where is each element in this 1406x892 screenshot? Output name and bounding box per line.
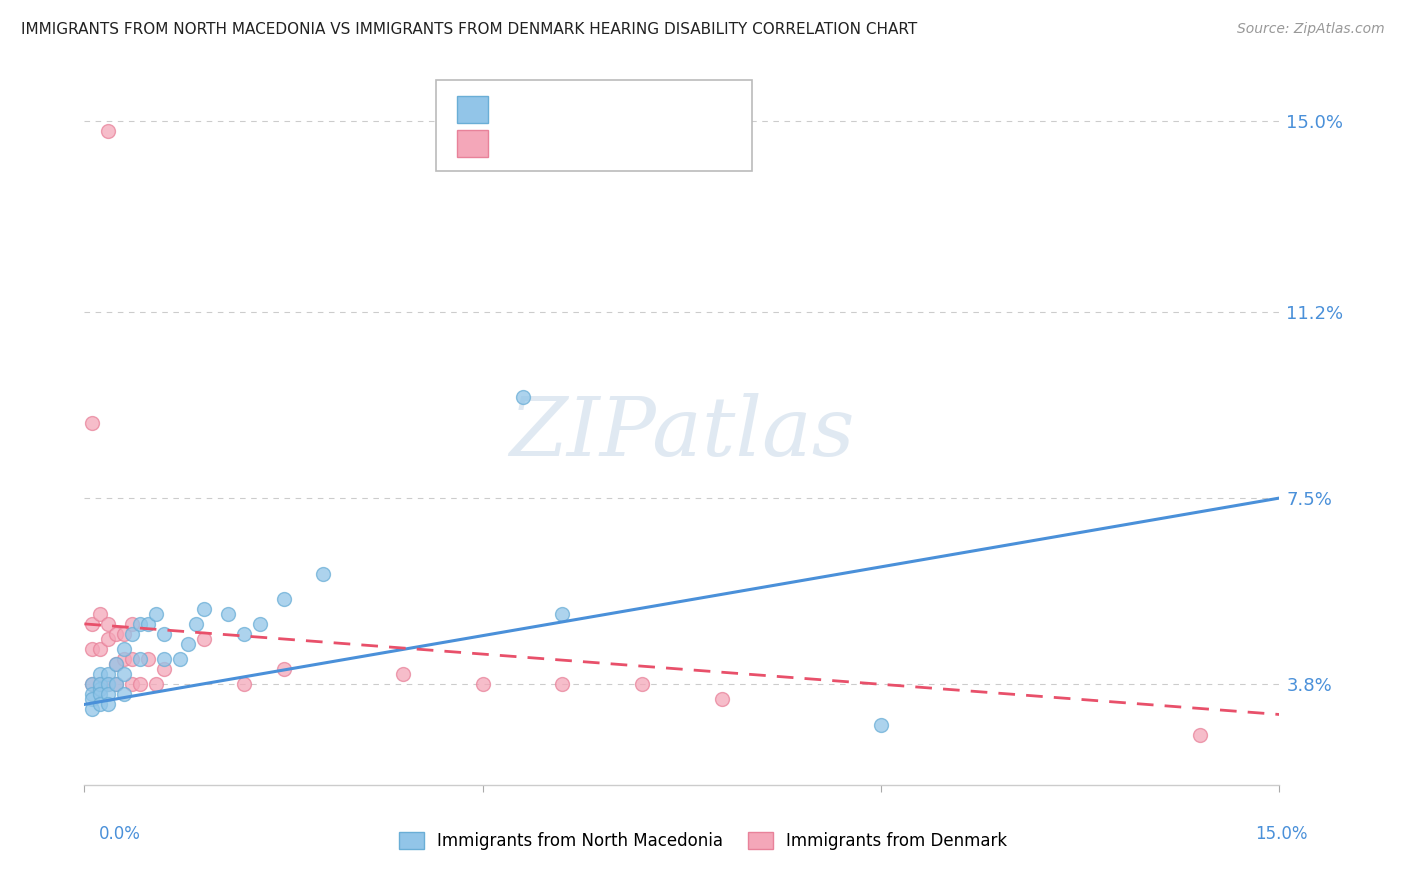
Point <box>82 687 104 701</box>
Point <box>82 416 104 430</box>
Text: 0.0%: 0.0% <box>98 825 141 843</box>
Point <box>153 652 176 666</box>
Text: 32: 32 <box>665 135 690 153</box>
Point <box>105 657 128 672</box>
Text: R =: R = <box>499 135 538 153</box>
Point <box>870 717 893 731</box>
Point <box>129 616 152 631</box>
Text: ZIPatlas: ZIPatlas <box>509 392 855 473</box>
Point <box>97 677 120 691</box>
Point <box>105 677 128 691</box>
Point <box>105 627 128 641</box>
Point <box>112 642 135 657</box>
Point <box>89 687 111 701</box>
Point <box>89 677 111 691</box>
Text: N =: N = <box>614 135 661 153</box>
Point <box>105 677 128 691</box>
Point <box>89 667 111 681</box>
Point <box>121 616 143 631</box>
Point <box>89 682 111 697</box>
Text: 0.510: 0.510 <box>541 101 605 119</box>
Point <box>169 652 191 666</box>
Point <box>129 652 152 666</box>
Point <box>136 652 159 666</box>
Point <box>193 602 215 616</box>
Point <box>89 642 111 657</box>
Point <box>97 632 120 646</box>
Point <box>710 692 733 706</box>
Point <box>184 616 207 631</box>
Point <box>145 677 167 691</box>
Text: IMMIGRANTS FROM NORTH MACEDONIA VS IMMIGRANTS FROM DENMARK HEARING DISABILITY CO: IMMIGRANTS FROM NORTH MACEDONIA VS IMMIG… <box>21 22 917 37</box>
Text: 37: 37 <box>665 101 690 119</box>
Point <box>112 687 135 701</box>
Point <box>232 627 254 641</box>
Point <box>82 702 104 716</box>
Text: 15.0%: 15.0% <box>1256 825 1308 843</box>
Point <box>82 677 104 691</box>
Point <box>1188 728 1211 742</box>
Point <box>82 642 104 657</box>
Point <box>121 677 143 691</box>
Point <box>177 637 200 651</box>
Point <box>82 692 104 706</box>
Point <box>193 632 215 646</box>
Point <box>112 627 135 641</box>
Point <box>112 667 135 681</box>
Text: -0.105: -0.105 <box>541 135 606 153</box>
Point <box>136 616 159 631</box>
Point <box>82 616 104 631</box>
Point <box>217 607 239 621</box>
Point <box>392 667 415 681</box>
Point <box>273 591 295 606</box>
Point <box>97 667 120 681</box>
Point <box>82 677 104 691</box>
Point <box>97 123 120 137</box>
Point <box>145 607 167 621</box>
Point <box>631 677 654 691</box>
Point <box>273 662 295 676</box>
Point <box>312 566 335 581</box>
Point <box>512 391 534 405</box>
Point <box>97 698 120 712</box>
Point <box>89 698 111 712</box>
Point <box>551 677 574 691</box>
Point <box>97 616 120 631</box>
Point <box>112 652 135 666</box>
Text: Source: ZipAtlas.com: Source: ZipAtlas.com <box>1237 22 1385 37</box>
Point <box>89 677 111 691</box>
Legend: Immigrants from North Macedonia, Immigrants from Denmark: Immigrants from North Macedonia, Immigra… <box>392 825 1014 857</box>
Point <box>121 627 143 641</box>
Point <box>121 652 143 666</box>
Point <box>97 677 120 691</box>
Point <box>551 607 574 621</box>
Point <box>97 687 120 701</box>
Point <box>471 677 494 691</box>
Point <box>153 662 176 676</box>
Point <box>89 607 111 621</box>
Text: R =: R = <box>499 101 538 119</box>
Point <box>105 657 128 672</box>
Point <box>232 677 254 691</box>
Point <box>153 627 176 641</box>
Point <box>249 616 271 631</box>
Text: N =: N = <box>614 101 661 119</box>
Point <box>129 677 152 691</box>
